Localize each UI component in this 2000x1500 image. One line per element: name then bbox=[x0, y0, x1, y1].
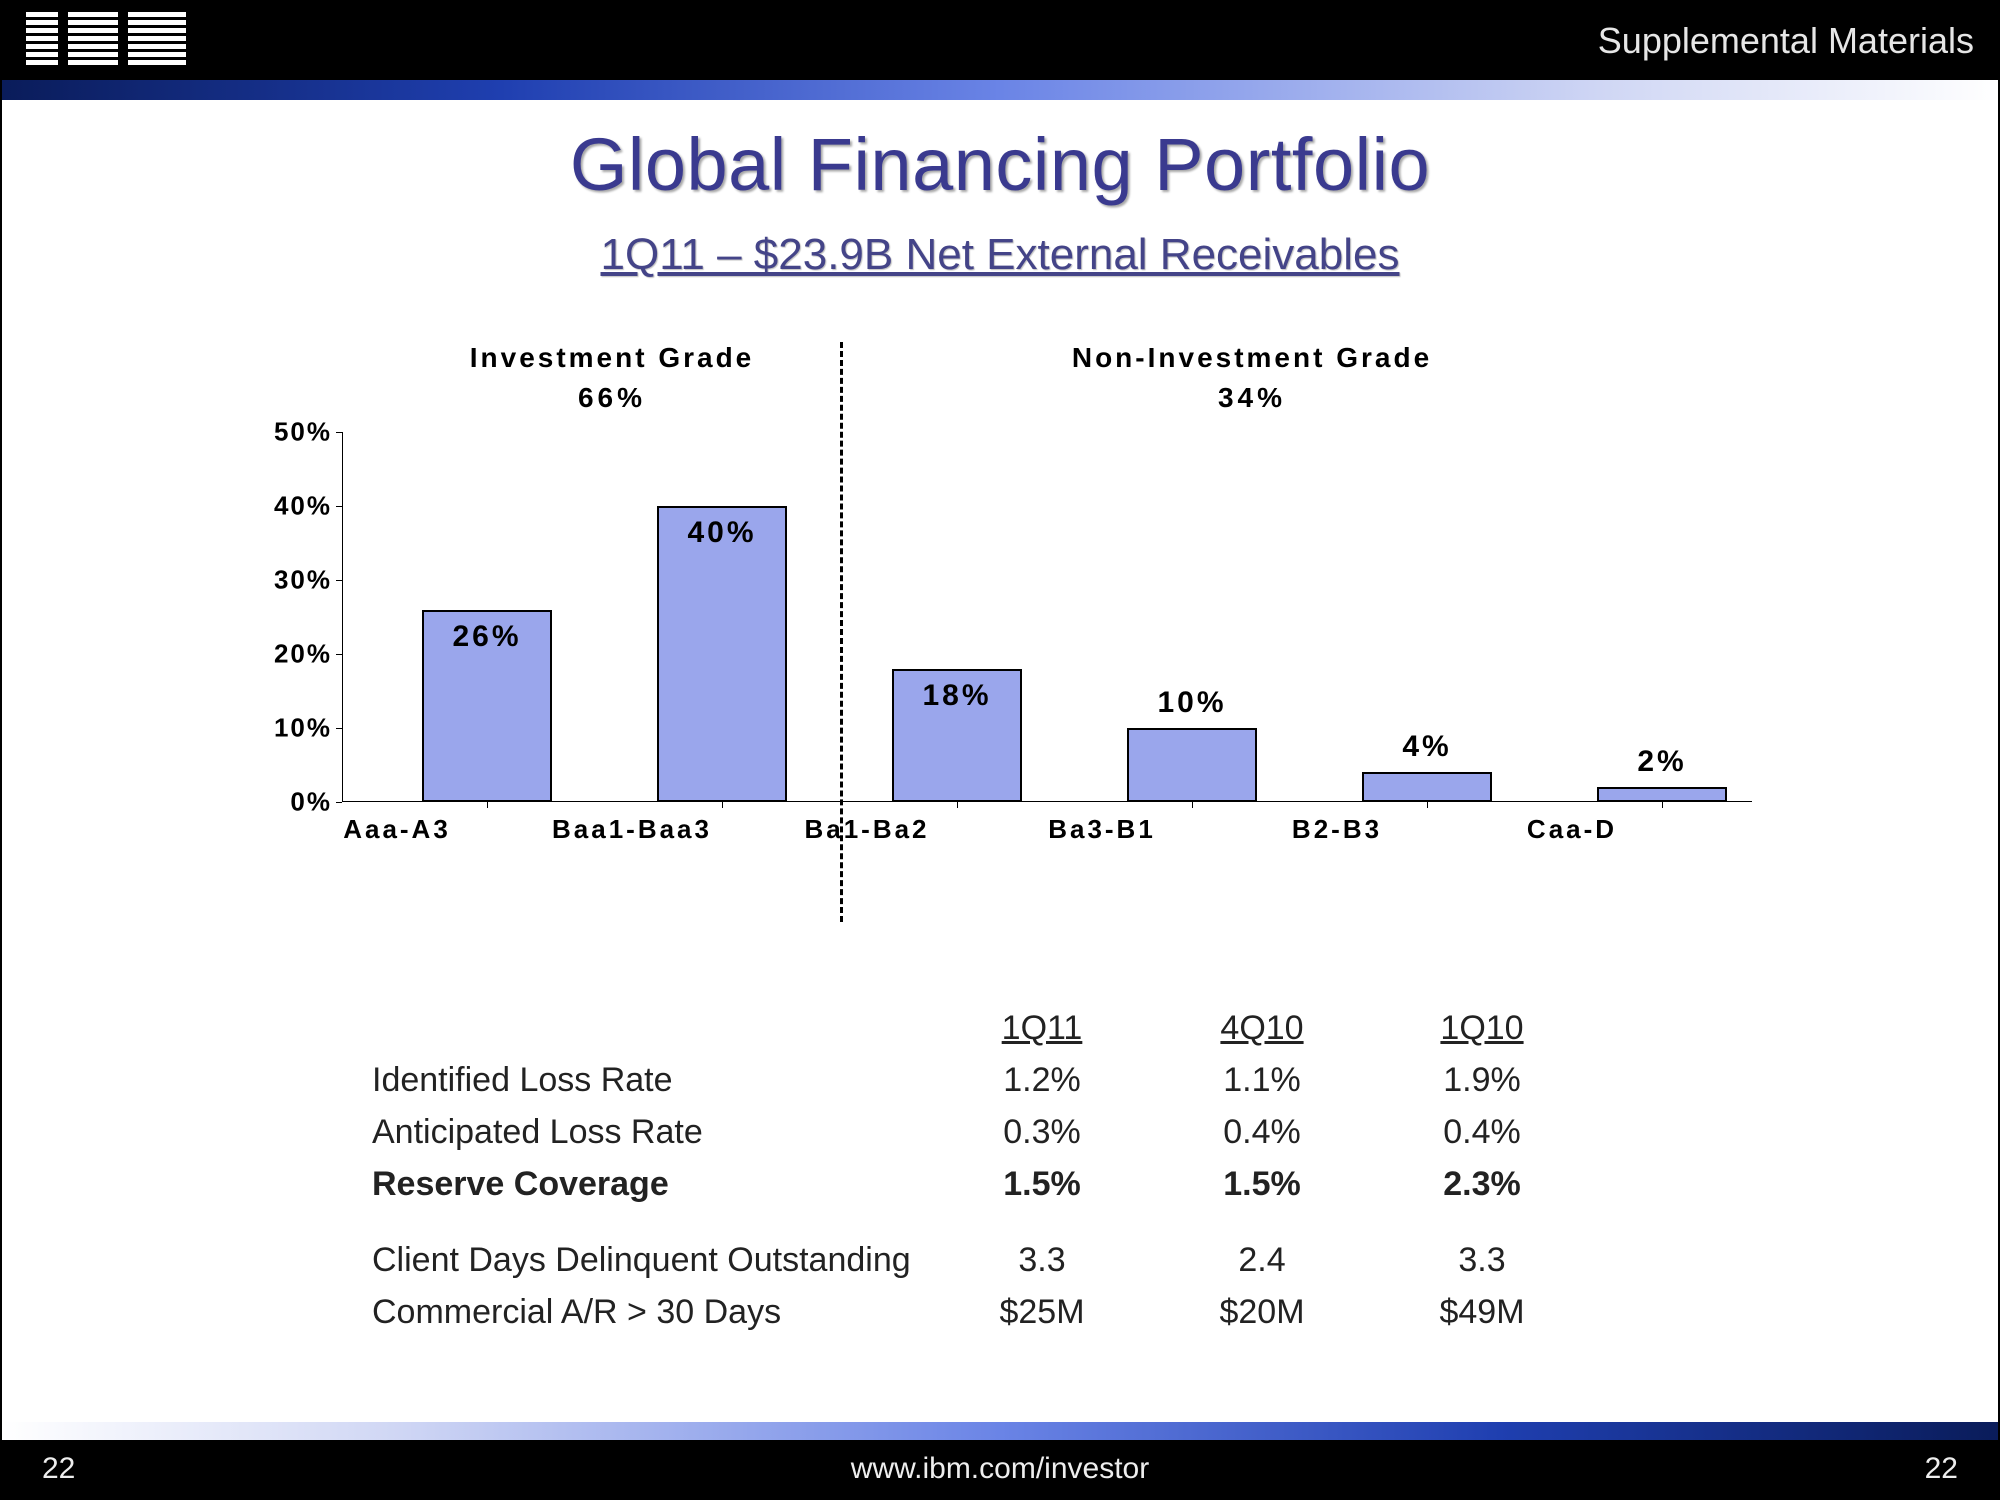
bar-value-label: 2% bbox=[1602, 745, 1722, 779]
bar bbox=[1597, 787, 1727, 802]
y-tick-label: 20% bbox=[252, 639, 332, 670]
x-tick-mark bbox=[1427, 802, 1428, 808]
table-cell: 2.4 bbox=[1152, 1241, 1372, 1280]
category-label: B2-B3 bbox=[1227, 814, 1447, 845]
table-cell: 0.4% bbox=[1152, 1113, 1372, 1152]
table-row: Reserve Coverage1.5%1.5%2.3% bbox=[372, 1158, 1632, 1210]
ibm-logo bbox=[26, 12, 186, 70]
y-tick-label: 50% bbox=[252, 417, 332, 448]
category-label: Caa-D bbox=[1462, 814, 1682, 845]
slide-subtitle: 1Q11 – $23.9B Net External Receivables bbox=[2, 230, 1998, 280]
table-row: Anticipated Loss Rate0.3%0.4%0.4% bbox=[372, 1106, 1632, 1158]
category-label: Ba3-B1 bbox=[992, 814, 1212, 845]
y-tick-label: 30% bbox=[252, 565, 332, 596]
metrics-table: 1Q114Q101Q10Identified Loss Rate1.2%1.1%… bbox=[372, 1002, 1632, 1338]
table-cell: 3.3 bbox=[1372, 1241, 1592, 1280]
table-row-label: Reserve Coverage bbox=[372, 1165, 932, 1204]
x-tick-mark bbox=[1192, 802, 1193, 808]
bar bbox=[657, 506, 787, 802]
slide: Supplemental Materials Global Financing … bbox=[0, 0, 2000, 1500]
table-cell: 0.3% bbox=[932, 1113, 1152, 1152]
category-label: Baa1-Baa3 bbox=[522, 814, 742, 845]
page-number-right: 22 bbox=[1925, 1452, 1958, 1486]
table-row: Identified Loss Rate1.2%1.1%1.9% bbox=[372, 1054, 1632, 1106]
group-noninvestment-label: Non-Investment Grade bbox=[902, 342, 1602, 374]
table-header-row: 1Q114Q101Q10 bbox=[372, 1002, 1632, 1054]
table-row-label: Anticipated Loss Rate bbox=[372, 1113, 932, 1152]
bottom-bar: 22 www.ibm.com/investor 22 bbox=[2, 1440, 1998, 1498]
table-cell: $25M bbox=[932, 1293, 1152, 1332]
table-cell: 1.1% bbox=[1152, 1061, 1372, 1100]
page-number-left: 22 bbox=[42, 1452, 75, 1486]
y-tick-mark bbox=[336, 580, 342, 581]
group-investment-label: Investment Grade bbox=[332, 342, 892, 374]
chart-plot-area: 0%10%20%30%40%50%26%40%18%10%4%2% bbox=[342, 432, 1752, 802]
table-cell: 1.5% bbox=[932, 1165, 1152, 1204]
bar bbox=[1127, 728, 1257, 802]
table-row-label: Identified Loss Rate bbox=[372, 1061, 932, 1100]
supplemental-label: Supplemental Materials bbox=[1598, 20, 1974, 62]
y-tick-mark bbox=[336, 432, 342, 433]
x-tick-mark bbox=[1662, 802, 1663, 808]
table-row-label: Client Days Delinquent Outstanding bbox=[372, 1241, 932, 1280]
category-label: Ba1-Ba2 bbox=[757, 814, 977, 845]
group-noninvestment-pct: 34% bbox=[902, 382, 1602, 414]
table-cell: 0.4% bbox=[1372, 1113, 1592, 1152]
slide-title: Global Financing Portfolio bbox=[2, 122, 1998, 207]
top-gradient-strip bbox=[2, 80, 1998, 100]
table-gap bbox=[372, 1210, 1632, 1234]
table-row: Commercial A/R > 30 Days$25M$20M$49M bbox=[372, 1286, 1632, 1338]
table-cell: 2.3% bbox=[1372, 1165, 1592, 1204]
table-cell: 1.5% bbox=[1152, 1165, 1372, 1204]
table-column-header: 1Q11 bbox=[932, 1009, 1152, 1048]
table-cell: $49M bbox=[1372, 1293, 1592, 1332]
y-tick-mark bbox=[336, 802, 342, 803]
y-tick-label: 10% bbox=[252, 713, 332, 744]
bar-chart: 0%10%20%30%40%50%26%40%18%10%4%2% Aaa-A3… bbox=[252, 432, 1752, 852]
bar-value-label: 4% bbox=[1367, 730, 1487, 764]
y-tick-label: 0% bbox=[252, 787, 332, 818]
y-tick-label: 40% bbox=[252, 491, 332, 522]
table-cell: 3.3 bbox=[932, 1241, 1152, 1280]
table-column-header: 1Q10 bbox=[1372, 1009, 1592, 1048]
bottom-gradient-strip bbox=[2, 1422, 1998, 1440]
table-row-label: Commercial A/R > 30 Days bbox=[372, 1293, 932, 1332]
y-tick-mark bbox=[336, 654, 342, 655]
table-row: Client Days Delinquent Outstanding3.32.4… bbox=[372, 1234, 1632, 1286]
x-tick-mark bbox=[487, 802, 488, 808]
x-axis bbox=[342, 801, 1752, 802]
table-cell: 1.2% bbox=[932, 1061, 1152, 1100]
x-tick-mark bbox=[957, 802, 958, 808]
table-cell: 1.9% bbox=[1372, 1061, 1592, 1100]
bar bbox=[1362, 772, 1492, 802]
group-investment-pct: 66% bbox=[332, 382, 892, 414]
bar-value-label: 26% bbox=[427, 620, 547, 654]
top-bar: Supplemental Materials bbox=[2, 2, 1998, 80]
y-tick-mark bbox=[336, 728, 342, 729]
y-axis bbox=[342, 432, 343, 802]
bar-value-label: 40% bbox=[662, 516, 782, 550]
table-column-header: 4Q10 bbox=[1152, 1009, 1372, 1048]
table-cell: $20M bbox=[1152, 1293, 1372, 1332]
bar-value-label: 10% bbox=[1132, 686, 1252, 720]
footer-url: www.ibm.com/investor bbox=[2, 1452, 1998, 1486]
bar-value-label: 18% bbox=[897, 679, 1017, 713]
y-tick-mark bbox=[336, 506, 342, 507]
category-label: Aaa-A3 bbox=[287, 814, 507, 845]
x-tick-mark bbox=[722, 802, 723, 808]
